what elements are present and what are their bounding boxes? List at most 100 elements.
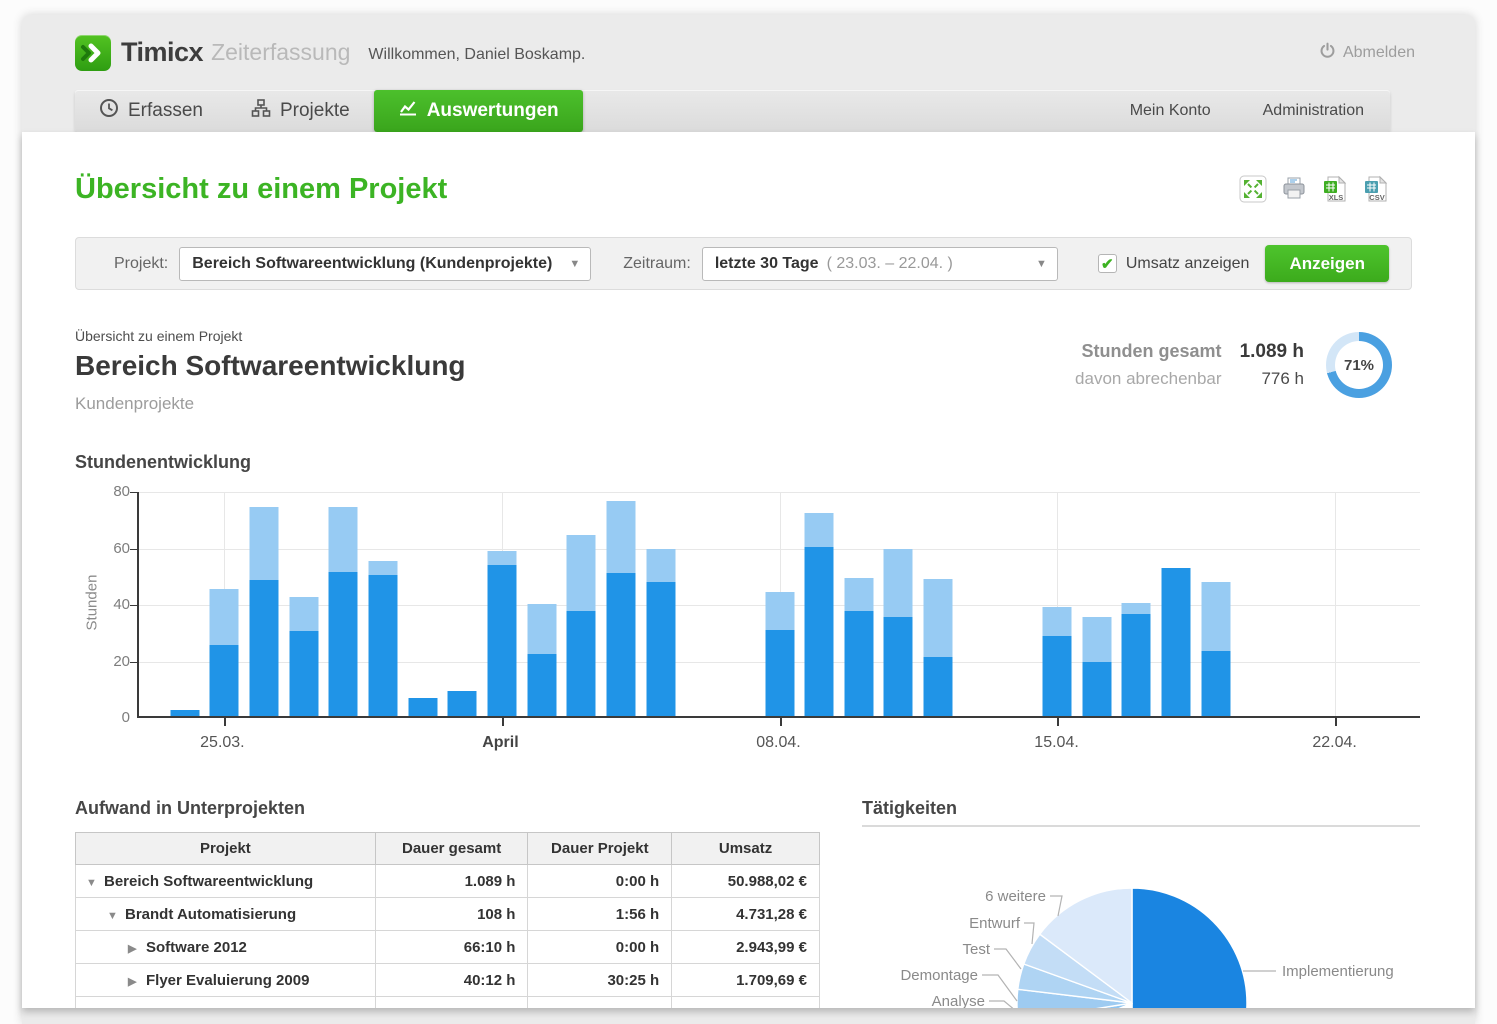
chart-bar-dark-segment	[209, 645, 239, 716]
table-cell: 1:56 h	[527, 897, 673, 931]
table-row[interactable]: ▼ Bereich Softwareentwicklung 1.089 h 0:00 …	[75, 864, 820, 898]
chart-bar-dark-segment	[408, 697, 438, 716]
billable-hours-label: davon abrechenbar	[1075, 369, 1222, 388]
chart-bar-dark-segment	[606, 573, 636, 716]
chevron-down-icon: ▼	[1035, 257, 1047, 270]
collapse-triangle-icon[interactable]: ▼	[107, 909, 118, 922]
pie-slice-implementierung	[1131, 887, 1248, 1008]
chart-bar-dark-segment	[804, 546, 834, 716]
chart-bar-dark-segment	[328, 571, 358, 716]
xls-export-icon[interactable]: XLS	[1321, 175, 1349, 203]
chart-bar-dark-segment	[883, 617, 913, 716]
pie-label-test: Test	[962, 941, 990, 958]
column-header-projekt: Projekt	[75, 832, 376, 865]
export-toolbar: XLS CSV	[1239, 175, 1390, 203]
label-leader-line	[989, 1000, 1014, 1008]
column-header-dauer-gesamt: Dauer gesamt	[374, 832, 529, 865]
chart-bar-dark-segment	[1121, 614, 1151, 716]
table-cell: 1.089 h	[374, 864, 529, 898]
chart-bar-day-6	[368, 560, 398, 716]
period-select-value: letzte 30 Tage	[714, 254, 819, 272]
chart-bar-day-17	[804, 512, 834, 716]
chart-bar-dark-segment	[646, 581, 676, 716]
label-leader-line	[1050, 895, 1063, 917]
activities-pie-chart: 6 weitere Entwurf Test Demontage Analyse…	[862, 832, 1420, 1008]
table-cell: 1.709,69 €	[671, 963, 820, 997]
period-select[interactable]: letzte 30 Tage ( 23.03. – 22.04. ) ▼	[701, 246, 1058, 281]
table-cell: 66:10 h	[374, 930, 529, 964]
chart-icon	[398, 98, 418, 124]
table-cell	[374, 996, 529, 1008]
hours-summary: Stunden gesamt 1.089 h davon abrechenbar…	[1075, 332, 1392, 398]
table-row[interactable]: ▼ Brandt Automatisierung 108 h 1:56 h 4.731,…	[75, 897, 820, 931]
pie-label-demontage: Demontage	[900, 967, 978, 984]
y-tick-mark	[130, 548, 137, 550]
breadcrumb: Übersicht zu einem Projekt	[75, 328, 243, 344]
chart-bar-day-12	[606, 501, 636, 716]
main-nav: Erfassen Projekte Auswertungen Mein Konto A…	[75, 90, 1390, 132]
tab-projekte[interactable]: Projekte	[227, 90, 374, 132]
table-cell	[527, 996, 673, 1008]
chart-bar-day-1	[170, 710, 200, 716]
chart-bar-day-24	[1082, 617, 1112, 716]
welcome-text: Willkommen, Daniel Boskamp.	[368, 45, 586, 63]
chart-bar-day-20	[923, 579, 953, 716]
table-row[interactable]: ▶ Flyer Evaluierung 2009 40:12 h 30:25 h 1.7…	[75, 963, 820, 997]
v-gridline	[1334, 492, 1336, 716]
umsatz-checkbox[interactable]: ✔	[1097, 254, 1117, 273]
table-cell	[671, 996, 820, 1008]
y-tick-label: 20	[113, 652, 130, 670]
total-hours-label: Stunden gesamt	[1081, 341, 1222, 361]
column-header-umsatz: Umsatz	[671, 832, 820, 865]
logout-button[interactable]: Abmelden	[1319, 42, 1415, 64]
app-header: Timicx Zeiterfassung Willkommen, Daniel …	[22, 15, 1475, 90]
y-tick-mark	[130, 661, 137, 663]
csv-export-icon[interactable]: CSV	[1362, 175, 1390, 203]
chart-bar-day-23	[1042, 607, 1072, 716]
tab-auswertungen[interactable]: Auswertungen	[373, 90, 583, 132]
billable-hours-value: 776 h	[1261, 369, 1304, 388]
subproject-name: Flyer Evaluierung 2009	[146, 971, 310, 989]
fullscreen-icon[interactable]	[1239, 175, 1267, 203]
page-title: Übersicht zu einem Projekt	[75, 172, 448, 205]
chart-bar-dark-segment	[289, 631, 319, 716]
chart-bar-day-16	[765, 591, 794, 716]
nav-link-administration[interactable]: Administration	[1262, 102, 1364, 119]
pie-callouts: 6 weitere Entwurf Test Demontage Analyse…	[900, 888, 1394, 1008]
expand-triangle-icon[interactable]: ▶	[128, 975, 137, 988]
subprojects-table: Projekt Dauer gesamt Dauer Projekt Umsatz ▼ B…	[75, 832, 820, 1008]
activities-title: Tätigkeiten	[862, 798, 958, 818]
nav-link-mein-konto[interactable]: Mein Konto	[1129, 102, 1211, 119]
table-cell: 108 h	[374, 897, 529, 931]
chart-bar-dark-segment	[1201, 651, 1231, 716]
logout-label: Abmelden	[1342, 43, 1415, 61]
column-header-dauer-projekt: Dauer Projekt	[527, 832, 673, 865]
tab-erfassen[interactable]: Erfassen	[75, 90, 227, 132]
anzeigen-button[interactable]: Anzeigen	[1265, 245, 1389, 282]
print-icon[interactable]	[1280, 175, 1308, 203]
subprojects-table-title: Aufwand in Unterprojekten	[75, 798, 306, 818]
table-cell: 2.943,99 €	[671, 930, 820, 964]
y-tick-label: 40	[113, 596, 130, 613]
project-select-value: Bereich Softwareentwicklung (Kundenproje…	[192, 254, 553, 272]
chart-bar-day-26	[1161, 567, 1191, 716]
project-select[interactable]: Bereich Softwareentwicklung (Kundenproje…	[179, 246, 592, 281]
activities-divider	[862, 825, 1420, 827]
collapse-triangle-icon[interactable]: ▼	[86, 876, 97, 889]
chart-bar-dark-segment	[844, 611, 874, 716]
table-cell: 0:00 h	[527, 930, 673, 964]
y-tick-label: 0	[121, 709, 130, 726]
chart-bar-dark-segment	[170, 710, 200, 716]
brand-name: Timicx	[121, 37, 204, 67]
chart-bar-day-8	[447, 690, 477, 716]
chart-bar-day-5	[328, 506, 358, 716]
svg-text:CSV: CSV	[1369, 193, 1384, 202]
chart-bar-dark-segment	[1082, 662, 1112, 716]
y-tick-label: 80	[113, 483, 130, 500]
pie-label-6-weitere: 6 weitere	[985, 888, 1046, 905]
expand-triangle-icon[interactable]: ▶	[128, 942, 137, 955]
project-subheading: Kundenprojekte	[75, 394, 195, 413]
table-row[interactable]: ▶ Software 2012 66:10 h 0:00 h 2.943,99 €	[75, 930, 820, 964]
pie-slice-6-weitere	[1038, 887, 1133, 1005]
chart-bar-day-10	[527, 604, 557, 716]
